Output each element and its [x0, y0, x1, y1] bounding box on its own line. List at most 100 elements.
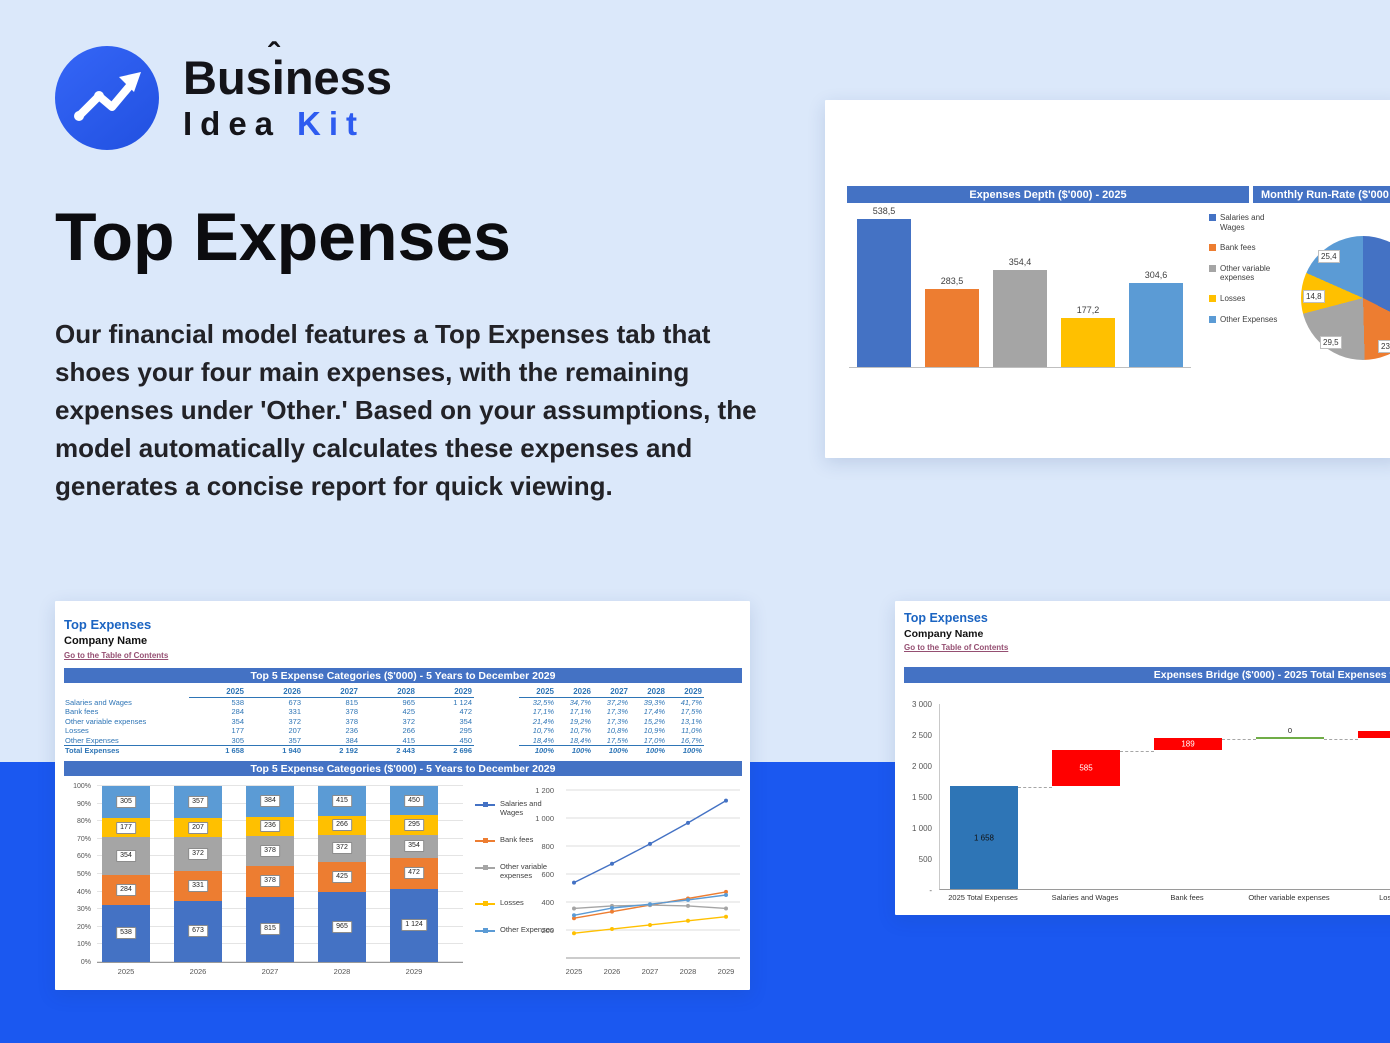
brand-word-business: Business ˆ — [183, 38, 392, 102]
y-tick: 2 500 — [911, 731, 932, 740]
legend-label: Salaries and Wages — [1220, 213, 1265, 232]
percent-cell: 10,8% — [606, 726, 628, 736]
value-cell: 331 — [288, 707, 301, 717]
value-cell: 2 696 — [417, 744, 474, 755]
legend-label: Other Expenses — [500, 924, 554, 934]
stacked-segment: 305 — [102, 786, 150, 819]
series-marker — [610, 909, 614, 914]
percent-cell: 19,2% — [569, 716, 591, 726]
series-marker — [686, 918, 690, 923]
brand-word-ideakit: Idea Kit — [183, 105, 392, 143]
series-marker — [572, 931, 576, 936]
legend-label: Other variable expenses — [1220, 263, 1271, 283]
value-cell: 415 — [402, 735, 415, 745]
x-tick: 2029 — [717, 967, 735, 976]
table-row: Losses 177 207 236 266 295 10,7% 10,7% 10,8% 10,9… — [64, 726, 742, 735]
table-of-contents-link[interactable]: Go to the Table of Contents — [904, 643, 1009, 652]
y-tick: 800 — [541, 842, 554, 851]
stacked-segment: 266 — [318, 815, 366, 836]
stacked-bar: 965 425 372 266 415 — [318, 786, 366, 962]
data-label: 372 — [332, 842, 352, 855]
percent-cell: 18,4% — [532, 735, 554, 745]
value-cell: 2 443 — [360, 744, 417, 755]
series-marker — [610, 927, 614, 932]
data-label: 0 — [1287, 726, 1293, 736]
stacked-segment: 815 — [246, 896, 294, 962]
connector-line — [1018, 787, 1052, 789]
brand-logo-circle — [55, 46, 159, 150]
value-cell: 305 — [231, 735, 244, 745]
depth-bar-value: 283,5 — [940, 276, 964, 286]
stacked-segment: 378 — [246, 866, 294, 897]
percent-cell: 17,4% — [643, 707, 665, 717]
legend-dot — [483, 837, 488, 843]
percent-cell: 100% — [519, 744, 556, 755]
pie-data-label: 23,6 — [1378, 340, 1390, 353]
percent-cell: 17,5% — [680, 707, 702, 717]
x-tick: 2025 Total Expenses — [948, 893, 1018, 902]
series-marker — [686, 897, 690, 902]
row-label-cell: Other variable expenses — [65, 716, 147, 726]
year-header-cell: 2025 — [189, 687, 246, 698]
value-cell: 538 — [231, 698, 244, 707]
series-marker — [686, 903, 690, 908]
x-tick: Bank fees — [1170, 893, 1204, 902]
page-title: Top Expenses — [55, 199, 511, 275]
bridge-plot: 1 658 585 189 0 — [939, 704, 1390, 890]
x-tick: Salaries and Wages — [1051, 893, 1119, 902]
percent-cell: 10,9% — [643, 726, 665, 736]
value-cell: 207 — [288, 726, 301, 736]
percent-cell: 10,7% — [532, 726, 554, 736]
y-tick: 60% — [76, 853, 91, 861]
year-header-cell: 2027 — [303, 687, 360, 698]
series-marker — [724, 906, 728, 911]
value-cell: 472 — [459, 707, 472, 717]
year-header-cell: 2025 — [519, 687, 556, 698]
percent-cell: 41,7% — [680, 698, 702, 707]
connector-line — [1222, 739, 1256, 741]
percent-cell: 11,0% — [681, 726, 702, 736]
value-cell: 450 — [459, 735, 472, 745]
stacked-bar: 815 378 378 236 384 — [246, 786, 294, 962]
table-of-contents-link[interactable]: Go to the Table of Contents — [64, 651, 169, 660]
expenses-depth-card: Expenses Depth ($'000) - 2025 Monthly Ru… — [825, 100, 1390, 458]
data-label: 673 — [188, 925, 208, 938]
stacked-bar: 1 124 472 354 295 450 — [390, 786, 438, 962]
legend-marker-icon — [475, 837, 495, 845]
legend-item: Salaries and Wages — [1209, 213, 1289, 232]
percent-cell: 10,7% — [569, 726, 591, 736]
percent-cell: 32,5% — [532, 698, 554, 707]
legend-marker-icon — [475, 927, 495, 935]
y-tick: 3 000 — [911, 700, 932, 709]
y-tick: 100% — [73, 783, 91, 790]
company-name: Company Name — [904, 628, 984, 640]
stacked-segment: 425 — [318, 861, 366, 893]
depth-bar-value: 538,5 — [872, 206, 896, 216]
runrate-chart-title: Monthly Run-Rate ($'000 — [1253, 186, 1390, 203]
depth-card-headers: Expenses Depth ($'000) - 2025 Monthly Ru… — [847, 186, 1390, 203]
expenses-bridge-card: Top Expenses Company Name Go to the Tabl… — [895, 601, 1390, 915]
percent-cell: 17,1% — [532, 707, 554, 717]
data-label: 354 — [404, 840, 424, 853]
y-tick: 20% — [76, 923, 91, 931]
legend-item: Other Expenses — [475, 925, 557, 935]
value-cell: 266 — [402, 726, 415, 736]
bridge-xaxis: 2025 Total Expenses Salaries and Wages Ban… — [939, 893, 1390, 905]
y-tick: 1 000 — [535, 814, 554, 823]
legend-label: Other Expenses — [1220, 314, 1278, 324]
value-cell: 372 — [288, 716, 301, 726]
data-label: 815 — [260, 923, 280, 936]
depth-bar-value: 177,2 — [1076, 305, 1100, 315]
percent-cell: 100% — [556, 744, 593, 755]
percent-cell: 100% — [630, 744, 667, 755]
value-cell: 177 — [231, 726, 244, 736]
x-tick: 2027 — [261, 967, 279, 976]
data-label: 965 — [332, 921, 352, 934]
legend-label: Other variable expenses — [500, 861, 548, 881]
y-tick: 70% — [76, 835, 91, 843]
data-label: 357 — [188, 796, 208, 809]
y-tick: 500 — [918, 855, 932, 864]
year-header-cell: 2026 — [556, 687, 593, 698]
depth-bar: 538,5 — [857, 206, 911, 367]
stacked-segment: 673 — [174, 900, 222, 962]
